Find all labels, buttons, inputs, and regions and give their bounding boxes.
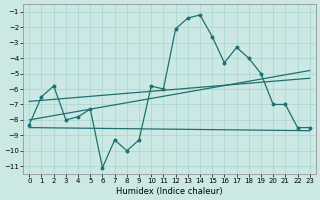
X-axis label: Humidex (Indice chaleur): Humidex (Indice chaleur)	[116, 187, 223, 196]
